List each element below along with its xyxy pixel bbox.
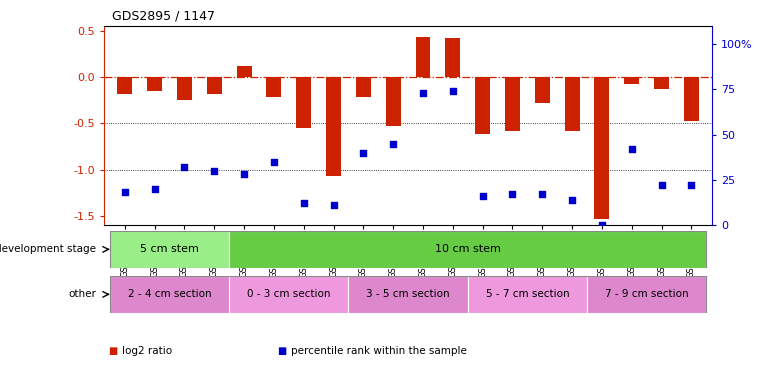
Text: 5 cm stem: 5 cm stem bbox=[140, 244, 199, 254]
Bar bbox=[326, 77, 341, 176]
Text: other: other bbox=[69, 290, 96, 299]
Point bbox=[297, 200, 310, 206]
Text: ■: ■ bbox=[108, 346, 117, 355]
Point bbox=[119, 189, 131, 195]
Bar bbox=[110, 276, 229, 313]
Text: log2 ratio: log2 ratio bbox=[122, 346, 172, 355]
Bar bbox=[386, 77, 400, 126]
Point bbox=[536, 191, 548, 197]
Bar bbox=[229, 276, 349, 313]
Text: development stage: development stage bbox=[0, 244, 96, 254]
Bar bbox=[349, 276, 467, 313]
Point bbox=[327, 202, 340, 208]
Bar bbox=[296, 77, 311, 128]
Point bbox=[208, 168, 220, 174]
Point bbox=[149, 186, 161, 192]
Bar bbox=[624, 77, 639, 84]
Bar bbox=[177, 77, 192, 100]
Text: 7 - 9 cm section: 7 - 9 cm section bbox=[605, 290, 688, 299]
Text: 3 - 5 cm section: 3 - 5 cm section bbox=[367, 290, 450, 299]
Point bbox=[417, 90, 429, 96]
Text: percentile rank within the sample: percentile rank within the sample bbox=[291, 346, 467, 355]
Point bbox=[655, 182, 668, 188]
Text: 10 cm stem: 10 cm stem bbox=[435, 244, 500, 254]
Bar bbox=[467, 276, 587, 313]
Bar bbox=[654, 77, 669, 89]
Bar bbox=[147, 77, 162, 91]
Point bbox=[268, 159, 280, 165]
Bar bbox=[110, 231, 229, 268]
Point bbox=[238, 171, 250, 177]
Bar bbox=[266, 77, 281, 98]
Bar bbox=[475, 77, 490, 134]
Text: ■: ■ bbox=[277, 346, 286, 355]
Bar bbox=[684, 77, 699, 122]
Bar bbox=[564, 77, 580, 131]
Point bbox=[507, 191, 519, 197]
Point bbox=[625, 146, 638, 152]
Bar bbox=[229, 231, 706, 268]
Bar bbox=[207, 77, 222, 94]
Point bbox=[685, 182, 698, 188]
Bar bbox=[236, 66, 252, 77]
Point bbox=[179, 164, 191, 170]
Bar bbox=[535, 77, 550, 103]
Bar bbox=[587, 276, 706, 313]
Bar bbox=[356, 77, 371, 98]
Text: 5 - 7 cm section: 5 - 7 cm section bbox=[486, 290, 569, 299]
Point bbox=[566, 197, 578, 203]
Point bbox=[477, 193, 489, 199]
Bar bbox=[594, 77, 609, 219]
Bar bbox=[416, 38, 430, 77]
Point bbox=[596, 222, 608, 228]
Text: GDS2895 / 1147: GDS2895 / 1147 bbox=[112, 9, 215, 22]
Bar bbox=[505, 77, 520, 131]
Bar bbox=[117, 77, 132, 94]
Text: 0 - 3 cm section: 0 - 3 cm section bbox=[247, 290, 330, 299]
Text: 2 - 4 cm section: 2 - 4 cm section bbox=[128, 290, 211, 299]
Point bbox=[357, 150, 370, 156]
Point bbox=[387, 141, 400, 147]
Bar bbox=[445, 38, 460, 77]
Point bbox=[447, 88, 459, 94]
